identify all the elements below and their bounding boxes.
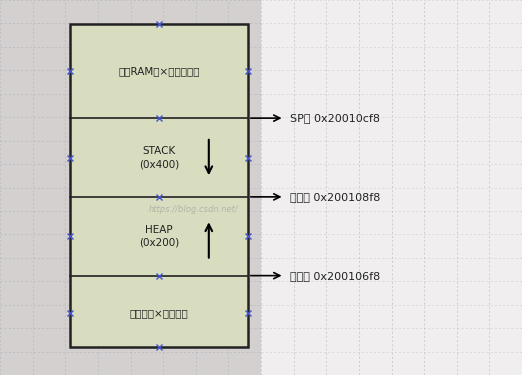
Text: 地址： 0x200108f8: 地址： 0x200108f8 (290, 192, 380, 202)
Text: 用户RAM，×全局变量等: 用户RAM，×全局变量等 (118, 66, 200, 76)
Text: STACK
(0x400): STACK (0x400) (139, 146, 180, 169)
Bar (70, 24, 248, 347)
Text: https://blog.csdn.net/: https://blog.csdn.net/ (148, 206, 238, 214)
Text: 地址： 0x200106f8: 地址： 0x200106f8 (290, 271, 380, 280)
Bar (0, 0, 261, 375)
Text: SP： 0x20010cf8: SP： 0x20010cf8 (290, 113, 379, 123)
Bar (261, 0, 522, 375)
Text: 内部用，×断向量等: 内部用，×断向量等 (130, 308, 188, 318)
Text: HEAP
(0x200): HEAP (0x200) (139, 225, 180, 248)
